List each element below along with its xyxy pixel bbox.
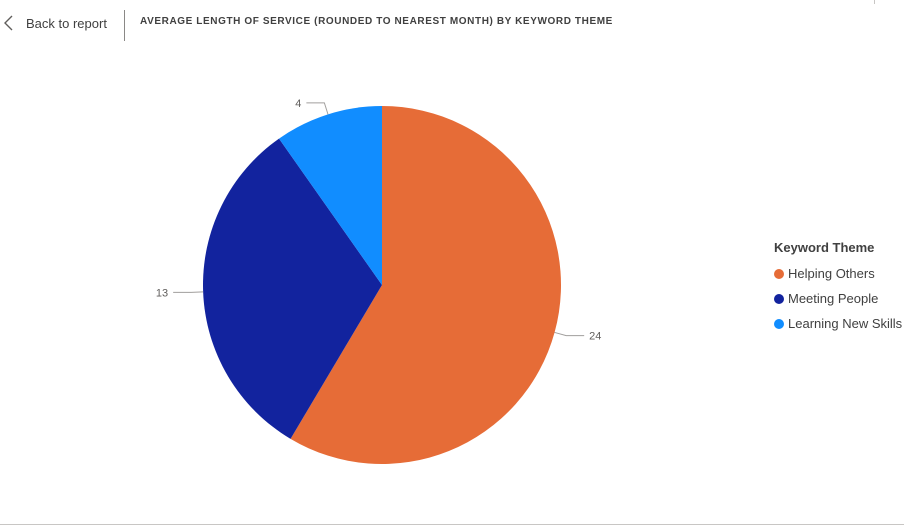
corner-mark	[874, 0, 877, 4]
pie-slice-meeting-people[interactable]	[203, 138, 382, 439]
legend-label: Learning New Skills	[788, 316, 903, 331]
back-to-report-button[interactable]: Back to report	[0, 9, 107, 37]
legend-dot	[774, 268, 784, 279]
data-label: 4	[295, 98, 301, 110]
pie-chart: 24 13 4	[156, 98, 601, 465]
legend-item-meeting-people[interactable]: Meeting People	[774, 286, 902, 311]
legend-item-helping-others[interactable]: Helping Others	[774, 261, 902, 286]
bottom-divider	[0, 524, 904, 525]
pie-slice-helping-others[interactable]	[290, 106, 562, 465]
header-divider	[124, 10, 125, 41]
top-bar: Back to report AVERAGE LENGTH OF SERVICE…	[0, 0, 904, 44]
data-label: 13	[156, 287, 168, 299]
leader-line	[554, 331, 585, 337]
legend: Keyword Theme Helping Others Meeting Peo…	[774, 240, 902, 336]
chevron-left-icon	[2, 14, 16, 32]
legend-label: Meeting People	[788, 291, 879, 306]
back-to-report-label: Back to report	[26, 15, 107, 31]
data-label: 24	[589, 331, 601, 343]
pie-slice-learning-new-skills[interactable]	[279, 106, 382, 285]
pie-chart-area: 24 13 4	[0, 60, 760, 520]
legend-item-learning-new-skills[interactable]: Learning New Skills	[774, 311, 902, 336]
legend-title: Keyword Theme	[774, 240, 875, 255]
legend-label: Helping Others	[788, 266, 875, 281]
legend-dot	[774, 318, 784, 329]
leader-line	[306, 102, 329, 115]
chart-title: AVERAGE LENGTH OF SERVICE (ROUNDED TO NE…	[140, 16, 613, 27]
legend-dot	[774, 293, 784, 304]
